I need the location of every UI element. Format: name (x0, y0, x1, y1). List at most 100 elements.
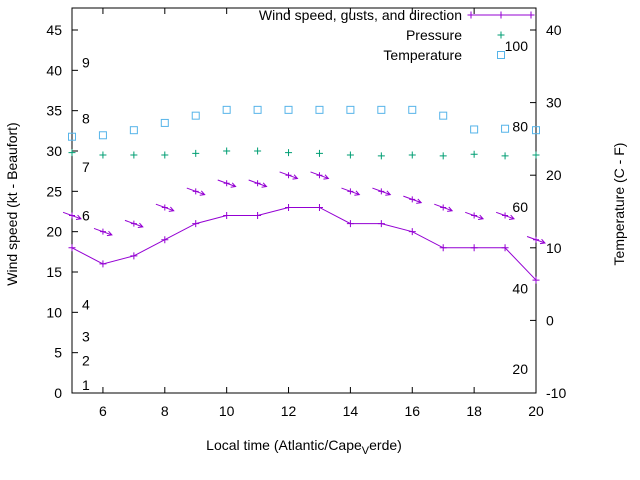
wind-direction-arrow (248, 179, 268, 188)
wind-direction-arrow (526, 236, 546, 245)
y-right-tick-label: -10 (546, 385, 566, 401)
beaufort-label: 3 (82, 329, 90, 345)
y-left-tick-label: 45 (46, 22, 62, 38)
x-axis-title-suffix: erde) (369, 437, 402, 453)
pressure-marker (192, 149, 200, 157)
wind-direction-arrow (155, 203, 175, 212)
y-left-tick-label: 30 (46, 143, 62, 159)
pressure-marker (532, 151, 540, 159)
temperature-marker (160, 118, 169, 127)
x-tick-label: 16 (404, 403, 420, 419)
wind-direction-arrow (495, 211, 515, 220)
wind-speed-marker (470, 244, 478, 252)
y-left-tick-label: 40 (46, 62, 62, 78)
wind-speed-marker (315, 203, 323, 211)
wind-speed-marker (68, 244, 76, 252)
x-tick-label: 10 (219, 403, 235, 419)
y-left-tick-label: 35 (46, 103, 62, 119)
pressure-marker (377, 152, 385, 160)
temperature-marker (377, 105, 386, 114)
wind-direction-arrow (124, 219, 144, 229)
wind-speed-line (71, 206, 537, 281)
pressure-marker (161, 151, 169, 159)
fahrenheit-label: 40 (512, 280, 528, 296)
wind-direction-arrow (217, 179, 237, 188)
x-tick-label: 18 (466, 403, 482, 419)
legend-sample-wind-marker (527, 11, 535, 19)
fahrenheit-label: 60 (512, 199, 528, 215)
plot-border (71, 7, 537, 394)
wind-speed-marker (346, 220, 354, 228)
wind-speed-marker (501, 244, 509, 252)
pressure-marker (439, 152, 447, 160)
temperature-marker (470, 125, 479, 134)
wind-speed-marker (192, 220, 200, 228)
legend-sample-pressure-marker (497, 31, 505, 39)
y-left-tick-label: 5 (54, 345, 62, 361)
wind-direction-arrow (310, 171, 330, 180)
wind-speed-marker (439, 244, 447, 252)
x-axis-title-subscript: V (362, 445, 370, 457)
beaufort-label: 6 (82, 208, 90, 224)
pressure-marker (68, 149, 76, 157)
fahrenheit-label: 100 (505, 38, 529, 54)
x-tick-label: 20 (528, 403, 544, 419)
wind-direction-arrow (465, 211, 485, 220)
x-tick-label: 6 (99, 403, 107, 419)
pressure-marker (254, 147, 262, 155)
temperature-marker (501, 124, 510, 133)
pressure-marker (130, 151, 138, 159)
legend-sample-wind-marker (497, 11, 505, 19)
x-tick-label: 12 (281, 403, 297, 419)
wind-speed-marker (408, 228, 416, 236)
temperature-marker (532, 126, 540, 135)
wind-direction-arrow (186, 187, 206, 196)
beaufort-label: 7 (82, 159, 90, 175)
y-left-tick-label: 15 (46, 264, 62, 280)
fahrenheit-label: 80 (512, 119, 528, 135)
wind-speed-marker (285, 203, 293, 211)
wind-speed-marker (161, 236, 169, 244)
pressure-marker (470, 150, 478, 158)
y-left-tick-label: 25 (46, 183, 62, 199)
temperature-marker (315, 105, 324, 114)
temperature-marker (408, 105, 417, 114)
beaufort-label: 2 (82, 353, 90, 369)
temperature-marker (439, 111, 448, 120)
y-right-tick-label: 20 (546, 167, 562, 183)
y-right-tick-label: 30 (546, 95, 562, 111)
temperature-marker (68, 132, 76, 141)
beaufort-label: 4 (82, 296, 90, 312)
temperature-marker (98, 131, 107, 140)
y-left-tick-label: 10 (46, 304, 62, 320)
pressure-marker (223, 147, 231, 155)
pressure-marker (99, 151, 107, 159)
wind-direction-arrow (434, 203, 454, 212)
legend-label-temperature: Temperature (383, 47, 462, 63)
pressure-marker (346, 151, 354, 159)
beaufort-label: 8 (82, 111, 90, 127)
pressure-marker (408, 151, 416, 159)
y-right-tick-label: 0 (546, 312, 554, 328)
temperature-marker (222, 105, 231, 114)
legend-sample-temperature-marker (497, 51, 505, 59)
wind-direction-arrow (372, 187, 392, 196)
y-right-tick-label: 10 (546, 240, 562, 256)
x-axis-title-prefix: Local time (Atlantic/Cape (206, 437, 362, 453)
wind-speed-marker (130, 252, 138, 260)
x-tick-label: 14 (343, 403, 359, 419)
wind-speed-marker (254, 212, 262, 220)
wind-direction-arrow (279, 171, 299, 180)
y-left-tick-label: 20 (46, 224, 62, 240)
temperature-marker (191, 111, 200, 120)
temperature-marker (253, 105, 262, 114)
wind-speed-marker (223, 212, 231, 220)
legend-label-pressure: Pressure (406, 27, 462, 43)
beaufort-label: 1 (82, 377, 90, 393)
legend-label-wind: Wind speed, gusts, and direction (259, 7, 462, 23)
chart-generated-layer: 6 8 10 12 14 16 18 20051015202530354045-1001020… (46, 7, 566, 419)
wind-speed-marker (377, 220, 385, 228)
y-axis-title-right: Temperature (C - F) (611, 143, 627, 266)
legend-sample-wind-marker (467, 11, 475, 19)
